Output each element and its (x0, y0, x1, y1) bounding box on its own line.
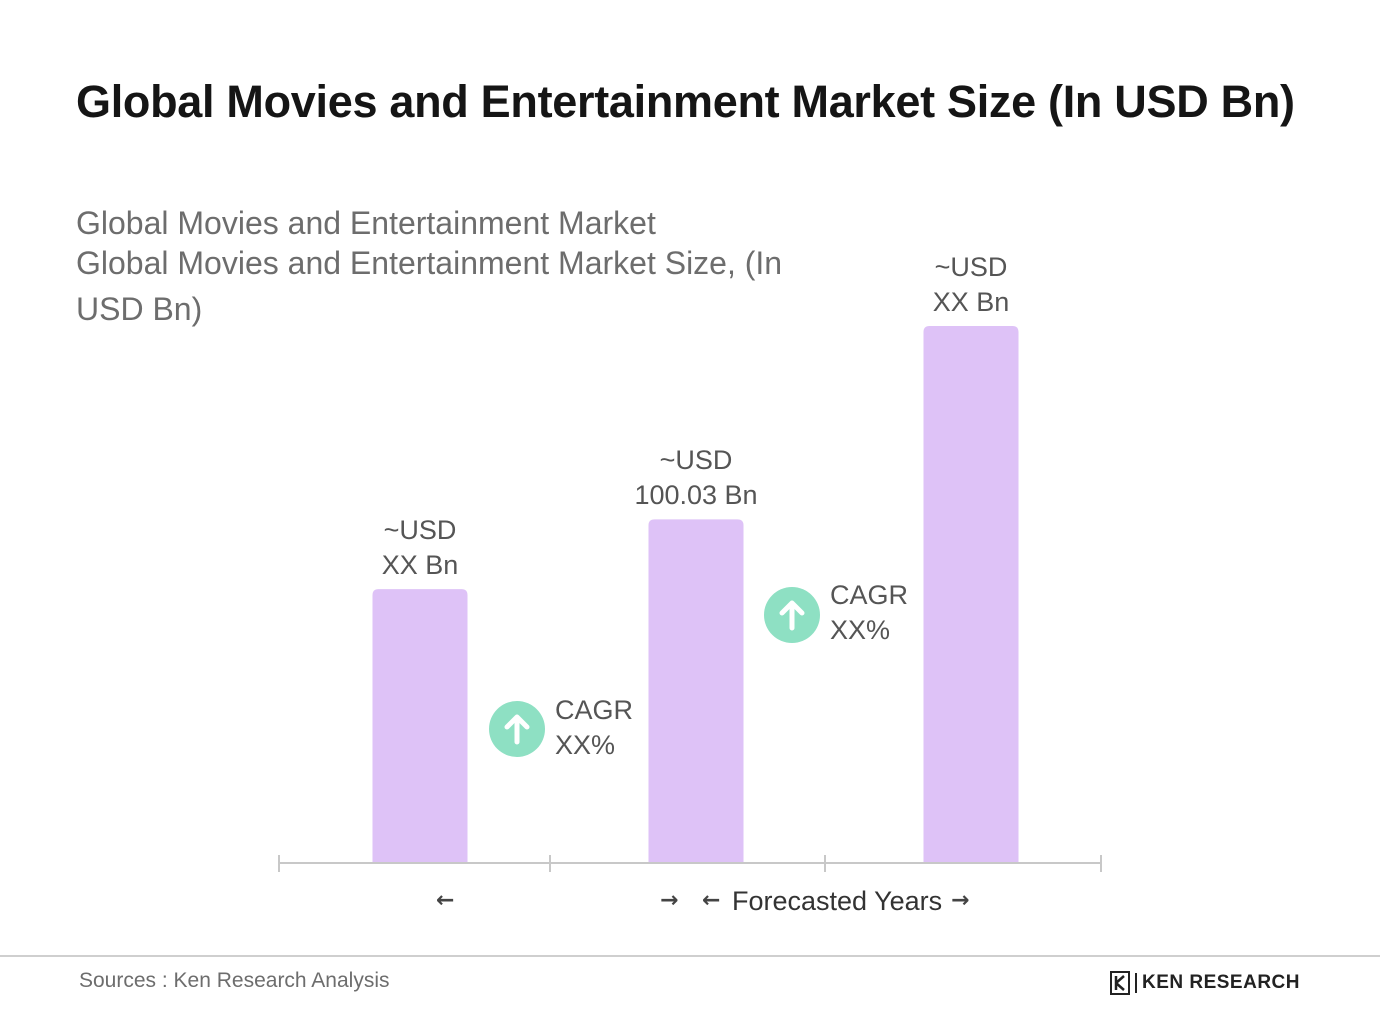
right-arrow-icon: → (660, 888, 679, 913)
bar-value-label-line1: ~USD (934, 252, 1008, 282)
ken-research-logo-icon (1109, 971, 1130, 995)
bar-value-label-line1: ~USD (383, 515, 457, 546)
chart-title: Global Movies and Entertainment Market (76, 205, 656, 241)
up-arrow-icon (764, 587, 820, 643)
cagr-label-title: CAGR (555, 695, 634, 725)
up-arrow-icon (489, 701, 545, 757)
forecast-period-label: Forecasted Years (732, 886, 943, 916)
brand-separator (1134, 973, 1137, 993)
cagr-label-title: CAGR (830, 580, 909, 610)
bar-value-label-line2: XX Bn (932, 287, 1010, 317)
left-arrow-icon: ← (702, 888, 721, 913)
bar (923, 326, 1019, 863)
bar-value-label-line2: XX Bn (381, 550, 459, 581)
cagr-label-value: XX% (830, 615, 891, 645)
bar-value-label: ~USD 100.03 Bn (596, 443, 796, 513)
footer-divider (0, 955, 1380, 957)
brand-name: KEN RESEARCH (1141, 972, 1300, 993)
bar-value-label: ~USD XX Bn (871, 250, 1071, 320)
cagr-label: CAGR XX% (555, 693, 633, 763)
cagr-label-value: XX% (555, 730, 616, 760)
page-title: Global Movies and Entertainment Market S… (76, 76, 1295, 127)
source-note: Sources : Ken Research Analysis (79, 969, 390, 992)
right-arrow-icon: → (951, 888, 970, 913)
cagr-label: CAGR XX% (830, 578, 908, 648)
left-arrow-icon: ← (436, 888, 455, 913)
bars-group (372, 326, 1019, 863)
brand: KEN RESEARCH (1109, 971, 1300, 995)
bar-value-label: ~USD XX Bn (320, 513, 520, 583)
bar-value-label-line2: 100.03 Bn (634, 480, 758, 511)
bar (372, 589, 468, 863)
chart-subtitle: Global Movies and Entertainment Market S… (76, 245, 783, 327)
bar (648, 519, 744, 863)
x-axis (278, 855, 1102, 872)
bar-value-label-line1: ~USD (659, 445, 733, 476)
